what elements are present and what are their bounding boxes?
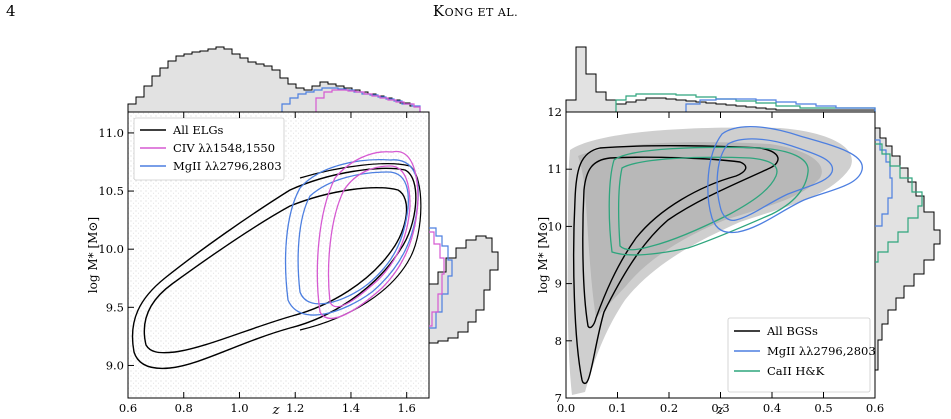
right-mgii-inner-contour: [716, 138, 834, 222]
left-legend-label-0: All ELGs: [172, 123, 224, 137]
right-legend-label-0: All BGSs: [766, 324, 818, 338]
left-xtick-label: 1.2: [286, 401, 304, 415]
right-axis-ticks: 0.0 0.1 0.2 0.3 0.4 0.5 0.6 7 8 9 10 11 12: [547, 105, 884, 415]
page-number: 4: [6, 2, 16, 20]
left-mgii-outer-contour: [284, 159, 419, 316]
left-xtick-label: 0.6: [119, 401, 137, 415]
left-ylabel: log M* [M⊙]: [86, 217, 100, 293]
elg-inner-contour: [143, 187, 408, 354]
civ-outer-contour: [316, 150, 419, 319]
left-ytick-label: 9.0: [106, 358, 124, 372]
right-ytick-label: 8: [555, 334, 562, 348]
left-ytick-label: 10.0: [98, 242, 124, 256]
right-ytick-label: 12: [547, 105, 562, 119]
left-ytick-label: 10.5: [98, 184, 124, 198]
bgs-outer-contour: [572, 145, 779, 385]
left-xtick-label: 1.0: [230, 401, 248, 415]
right-xtick-label: 0.6: [866, 401, 884, 415]
caii-outer-contour: [608, 146, 809, 256]
right-xtick-label: 0.1: [608, 401, 626, 415]
left-right-histogram: [428, 112, 499, 344]
right-xtick-label: 0.5: [814, 401, 832, 415]
right-panel: All BGSs MgII λλ2796,2803 CaII H&K 0.0 0.…: [536, 46, 941, 418]
bgs-inner-contour: [582, 156, 747, 329]
left-xtick-label: 0.8: [175, 401, 193, 415]
right-top-histogram: [565, 46, 876, 113]
right-mgii-outer-contour: [707, 125, 863, 234]
right-ytick-label: 9: [555, 277, 562, 291]
left-panel: All ELGs CIV λλ1548,1550 MgII λλ2796,280…: [86, 46, 499, 418]
left-axis-ticks: 0.6 0.8 1.0 1.2 1.4 1.6 9.0 9.5 10.0 10.5 11.0: [98, 112, 416, 415]
right-legend-label-2: CaII H&K: [767, 364, 825, 378]
civ-inner-contour: [327, 165, 411, 308]
elg-outer-contour: [131, 167, 417, 370]
right-legend: All BGSs MgII λλ2796,2803 CaII H&K: [727, 317, 876, 393]
right-xtick-label: 0.3: [711, 401, 729, 415]
right-ylabel: log M* [M⊙]: [536, 217, 550, 293]
right-right-histogram: [874, 112, 941, 371]
right-xtick-label: 0.0: [557, 401, 575, 415]
elg-outermost-contour: [299, 163, 422, 331]
left-xtick-label: 1.4: [342, 401, 360, 415]
left-top-histogram: [127, 46, 421, 113]
left-ytick-label: 9.5: [106, 300, 124, 314]
caii-inner-contour: [618, 156, 778, 251]
right-ytick-label: 10: [547, 219, 562, 233]
right-xlabel: z: [716, 403, 724, 418]
left-legend-label-1: CIV λλ1548,1550: [173, 141, 275, 155]
left-legend: All ELGs CIV λλ1548,1550 MgII λλ2796,280…: [133, 117, 285, 181]
left-ytick-label: 11.0: [98, 126, 124, 140]
right-legend-label-1: MgII λλ2796,2803: [767, 344, 876, 358]
left-xlabel: z: [272, 403, 280, 418]
right-xtick-label: 0.4: [763, 401, 781, 415]
right-xtick-label: 0.2: [660, 401, 678, 415]
left-mgii-inner-contour: [297, 171, 410, 305]
right-ytick-label: 7: [555, 391, 562, 405]
running-head: KONG ET AL.: [432, 2, 519, 20]
left-xtick-label: 1.6: [398, 401, 416, 415]
left-legend-label-2: MgII λλ2796,2803: [173, 159, 282, 173]
right-ytick-label: 11: [547, 162, 562, 176]
